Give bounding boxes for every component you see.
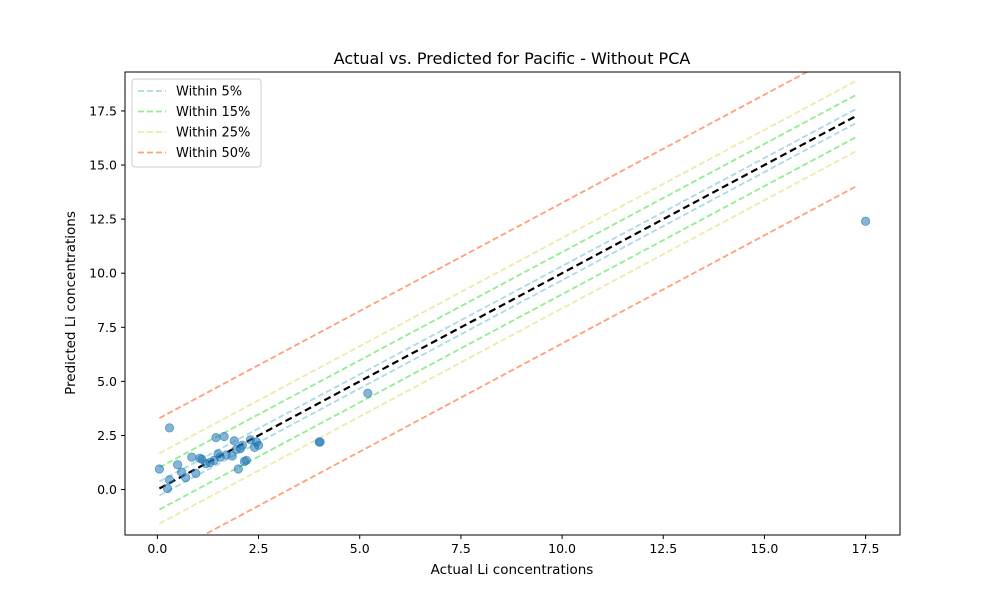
data-point	[187, 452, 197, 462]
data-point	[233, 464, 243, 474]
y-tick-label: 5.0	[97, 374, 117, 389]
y-tick-label: 17.5	[89, 103, 117, 118]
band-line-3-upper	[158, 79, 858, 455]
band-line-2-lower	[158, 135, 858, 511]
data-point	[173, 460, 183, 470]
y-tick-label: 12.5	[89, 212, 117, 227]
legend-item: Within 50%	[138, 146, 250, 161]
legend-label: Within 5%	[176, 85, 242, 100]
data-point	[229, 436, 239, 446]
legend-label: Within 15%	[176, 105, 250, 120]
band-line-1-lower	[158, 121, 858, 497]
plot-frame	[124, 71, 901, 536]
scatter-points	[154, 216, 871, 494]
band-line-1-upper	[158, 107, 858, 483]
chart-title: Actual vs. Predicted for Pacific - Witho…	[334, 49, 691, 68]
legend-label: Within 25%	[176, 126, 250, 141]
data-point	[861, 216, 871, 226]
y-axis-label: Predicted Li concentrations	[63, 211, 79, 395]
data-point	[363, 388, 373, 398]
data-point	[237, 440, 247, 450]
x-tick-label: 17.5	[852, 541, 880, 556]
legend-label: Within 50%	[176, 146, 250, 161]
band-line-4-upper	[158, 72, 809, 419]
x-tick-label: 10.0	[548, 541, 576, 556]
x-tick-label: 2.5	[249, 541, 269, 556]
x-axis-label: Actual Li concentrations	[431, 562, 594, 578]
band-lines	[158, 72, 858, 535]
data-point	[241, 455, 252, 465]
y-tick-label: 7.5	[97, 320, 117, 335]
data-point	[164, 475, 175, 485]
x-tick-label: 0.0	[147, 541, 167, 556]
band-line-3-lower	[158, 149, 858, 525]
y-tick-label: 0.0	[97, 482, 117, 497]
x-tick-label: 7.5	[451, 541, 471, 556]
data-point	[162, 483, 173, 494]
data-point	[315, 437, 325, 447]
legend-box	[131, 78, 262, 168]
band-line-4-lower	[202, 184, 858, 535]
x-axis: 0.0 2.5 5.0 7.5 10.0 12.5 15.0 17.5	[147, 535, 880, 556]
data-point	[211, 433, 221, 443]
data-point	[154, 464, 164, 474]
data-point	[181, 473, 191, 483]
y-tick-label: 10.0	[89, 266, 117, 281]
plot-area	[154, 72, 871, 535]
legend-item: Within 15%	[138, 105, 250, 120]
legend-item: Within 25%	[138, 126, 250, 141]
data-point	[227, 451, 237, 461]
data-point	[253, 440, 264, 450]
legend: Within 5% Within 15% Within 25% Within 50%	[131, 78, 262, 168]
data-point	[164, 423, 175, 433]
x-tick-label: 5.0	[350, 541, 370, 556]
legend-item: Within 5%	[138, 85, 242, 100]
band-line-2-upper	[158, 93, 858, 469]
data-point	[219, 431, 229, 442]
x-tick-label: 15.0	[751, 541, 779, 556]
y-tick-label: 15.0	[89, 158, 117, 173]
x-tick-label: 12.5	[649, 541, 677, 556]
data-point	[191, 468, 201, 478]
y-axis: 0.0 2.5 5.0 7.5 10.0 12.5 15.0 17.5	[89, 103, 125, 497]
y-tick-label: 2.5	[97, 428, 117, 443]
